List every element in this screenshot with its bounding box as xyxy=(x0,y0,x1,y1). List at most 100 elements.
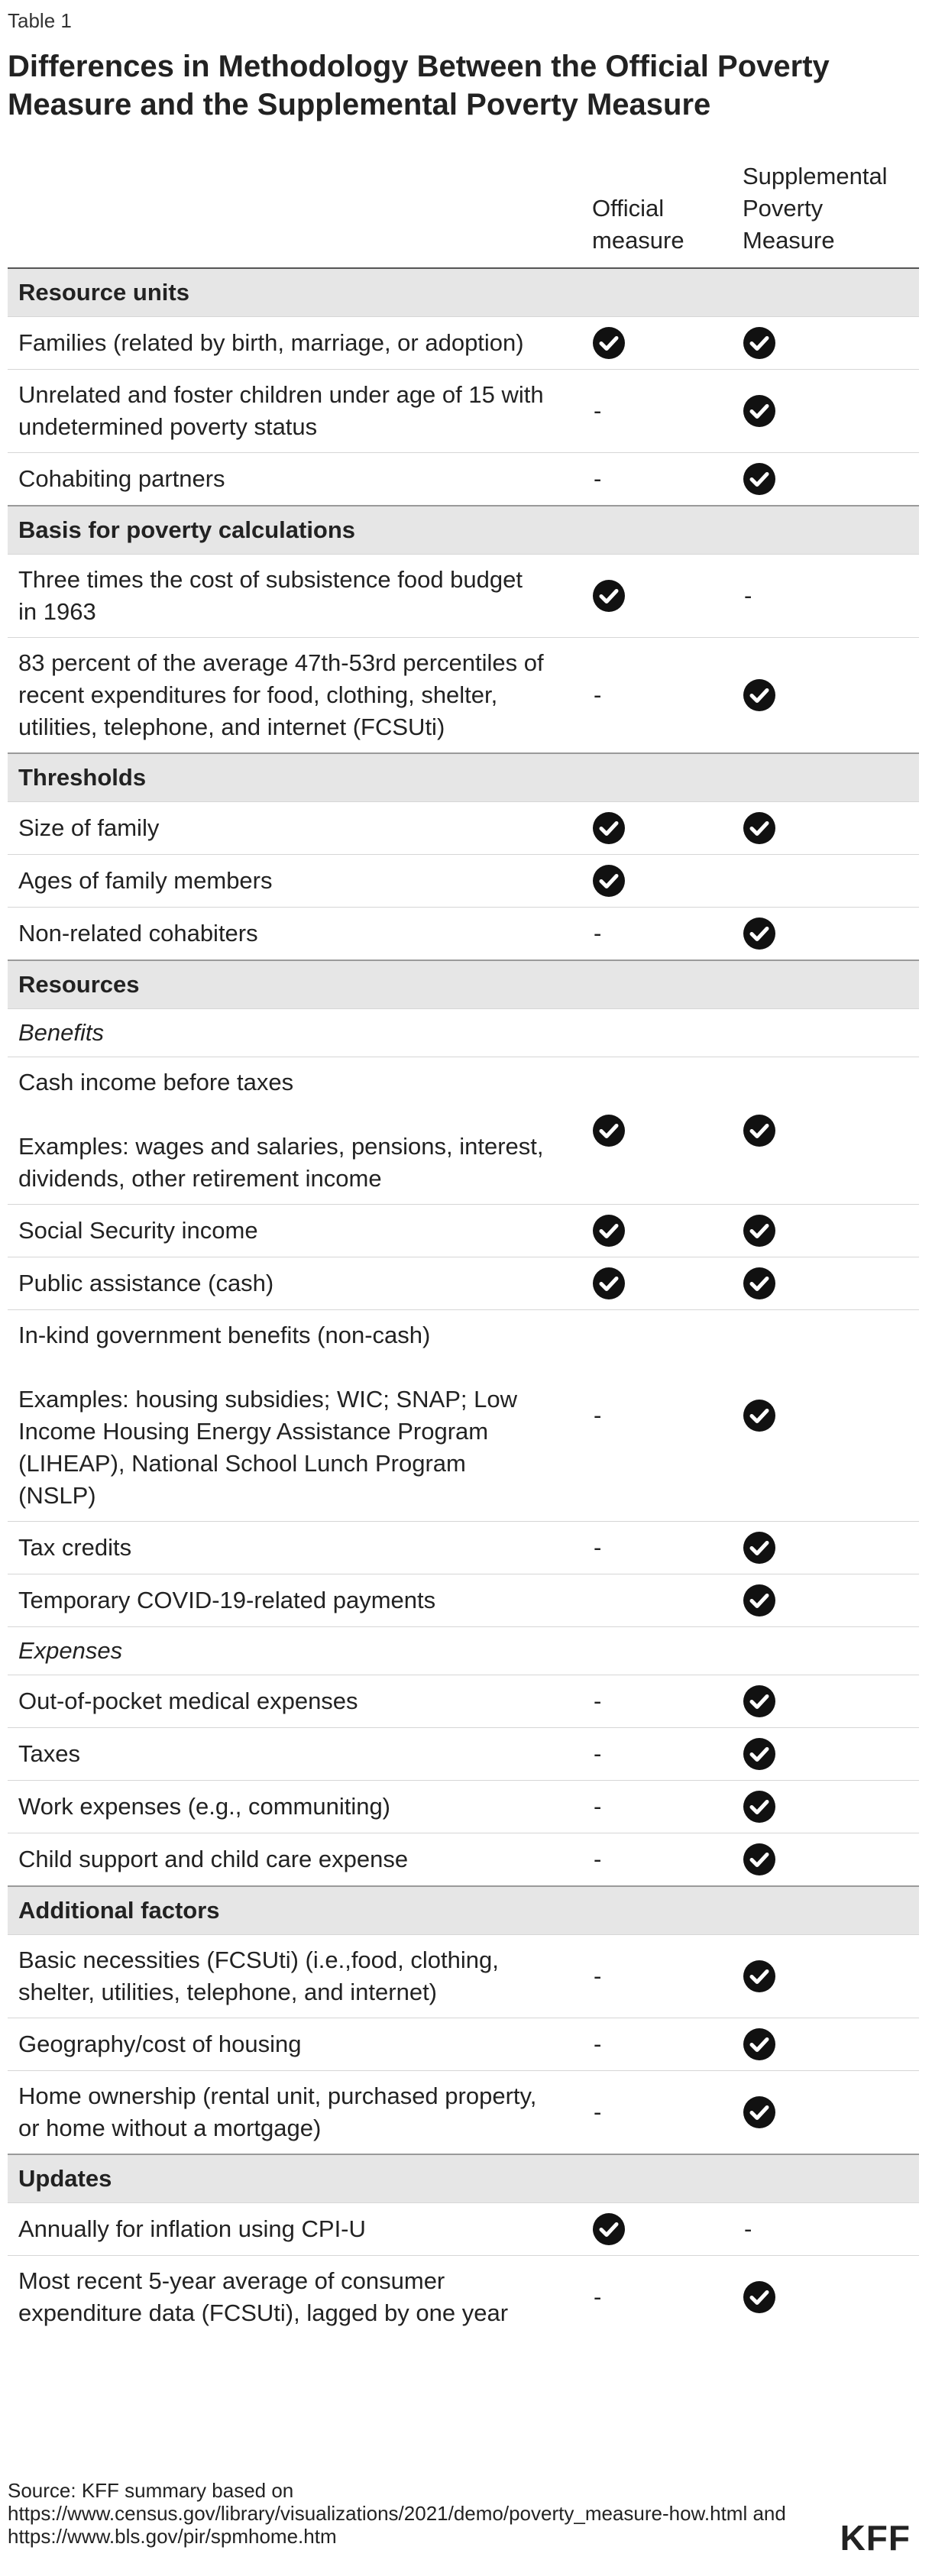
row: 83 percent of the average 47th-53rd perc… xyxy=(8,637,919,753)
section-label: Updates xyxy=(8,2154,919,2203)
cell xyxy=(592,1574,743,1627)
row: Temporary COVID-19-related payments xyxy=(8,1574,919,1627)
label-text: 83 percent of the average 47th-53rd perc… xyxy=(18,649,544,740)
cell xyxy=(592,316,743,370)
check-icon xyxy=(593,1115,625,1147)
row: Unrelated and foster children under age … xyxy=(8,369,919,453)
cell-text: - xyxy=(594,1534,602,1561)
cell xyxy=(592,801,743,855)
cell-text: - xyxy=(594,1846,602,1872)
check-icon xyxy=(743,1532,775,1564)
cell xyxy=(743,316,919,370)
row-label: Work expenses (e.g., communiting) xyxy=(8,1780,592,1833)
row: Cohabiting partners - xyxy=(8,452,919,506)
row-label: Non-related cohabiters xyxy=(8,907,592,960)
label-text: Most recent 5-year average of consumer e… xyxy=(18,2267,509,2326)
label-text: Size of family xyxy=(18,814,160,841)
cell-text: - xyxy=(594,1740,602,1767)
check-icon xyxy=(743,1584,775,1616)
check-icon xyxy=(593,327,625,359)
subsection-label: Expenses xyxy=(8,1626,919,1675)
cell xyxy=(743,1257,919,1310)
check-icon xyxy=(743,1400,775,1432)
cell: - xyxy=(743,2202,919,2256)
section-label: Resource units xyxy=(8,267,919,317)
label-text: Cash income before taxes xyxy=(18,1069,294,1095)
cell xyxy=(743,1727,919,1781)
cell: - xyxy=(592,452,743,506)
row-label: Most recent 5-year average of consumer e… xyxy=(8,2255,592,2338)
row: Most recent 5-year average of consumer e… xyxy=(8,2255,919,2338)
row-label: Social Security income xyxy=(8,1204,592,1257)
row: Non-related cohabiters - xyxy=(8,907,919,960)
cell xyxy=(743,637,919,753)
check-icon xyxy=(593,580,625,612)
cell: - xyxy=(592,1309,743,1522)
row-label: Geography/cost of housing xyxy=(8,2018,592,2071)
label-text: Temporary COVID-19-related payments xyxy=(18,1587,436,1613)
check-icon xyxy=(743,1215,775,1247)
section-row: Resources xyxy=(8,960,919,1009)
row: Social Security income xyxy=(8,1204,919,1257)
section-label: Additional factors xyxy=(8,1885,919,1935)
cell xyxy=(743,452,919,506)
cell xyxy=(592,554,743,638)
row-label: Unrelated and foster children under age … xyxy=(8,369,592,453)
cell-text: - xyxy=(594,1402,602,1429)
row: In-kind government benefits (non-cash) Ex… xyxy=(8,1309,919,1522)
source: Source: KFF summary based on https://www.… xyxy=(8,2479,786,2548)
cell xyxy=(743,1833,919,1886)
label-text: Taxes xyxy=(18,1740,80,1767)
label-text: Ages of family members xyxy=(18,867,273,894)
cell-text: - xyxy=(594,920,602,947)
section-label: Thresholds xyxy=(8,752,919,802)
check-icon xyxy=(593,812,625,844)
row-label: Out-of-pocket medical expenses xyxy=(8,1675,592,1728)
cell: - xyxy=(592,369,743,453)
cell: - xyxy=(592,1934,743,2018)
check-icon xyxy=(743,679,775,711)
label-text: Examples: wages and salaries, pensions, … xyxy=(18,1133,544,1192)
column-header: Official measure xyxy=(592,160,743,269)
check-icon xyxy=(743,1685,775,1717)
check-icon xyxy=(743,1267,775,1299)
table-body: Resource units Families (related by birth… xyxy=(8,267,919,2338)
label-text: Geography/cost of housing xyxy=(18,2031,302,2057)
cell xyxy=(743,1204,919,1257)
logo: KFF xyxy=(840,2518,911,2558)
cell xyxy=(743,907,919,960)
section-row: Resource units xyxy=(8,267,919,317)
label-text: Social Security income xyxy=(18,1217,258,1244)
header-blank xyxy=(8,160,592,269)
check-icon xyxy=(743,2028,775,2060)
cell: - xyxy=(592,1521,743,1574)
check-icon xyxy=(743,917,775,950)
row: Annually for inflation using CPI-U - xyxy=(8,2202,919,2256)
label-text: Work expenses (e.g., communiting) xyxy=(18,1793,391,1820)
cell xyxy=(743,2070,919,2154)
cell: - xyxy=(592,1675,743,1728)
cell-text: - xyxy=(744,2215,752,2242)
row: Families (related by birth, marriage, or… xyxy=(8,316,919,370)
cell-text: - xyxy=(594,1688,602,1714)
cell xyxy=(743,369,919,453)
cell-text: - xyxy=(744,582,752,609)
row-label: Public assistance (cash) xyxy=(8,1257,592,1310)
label-text: Three times the cost of subsistence food… xyxy=(18,566,523,625)
subsection-row: Benefits xyxy=(8,1008,919,1057)
label-text: Annually for inflation using CPI-U xyxy=(18,2215,366,2242)
check-icon xyxy=(743,327,775,359)
cell xyxy=(743,854,919,908)
check-icon xyxy=(743,463,775,495)
row-label: Home ownership (rental unit, purchased p… xyxy=(8,2070,592,2154)
check-icon xyxy=(743,1115,775,1147)
label-text: Child support and child care expense xyxy=(18,1846,409,1872)
table-title: Differences in Methodology Between the O… xyxy=(8,50,830,121)
row-label: Basic necessities (FCSUti) (i.e.,food, c… xyxy=(8,1934,592,2018)
row: Cash income before taxes Examples: wages … xyxy=(8,1057,919,1205)
label-text: Non-related cohabiters xyxy=(18,920,258,947)
table: Official measure Supplemental Poverty Me… xyxy=(8,160,919,2338)
cell xyxy=(743,2255,919,2338)
label-text: Public assistance (cash) xyxy=(18,1270,274,1296)
row: Public assistance (cash) xyxy=(8,1257,919,1310)
